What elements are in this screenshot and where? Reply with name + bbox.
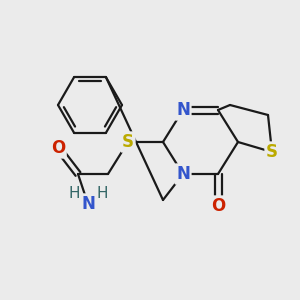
- Text: O: O: [51, 139, 65, 157]
- Text: S: S: [122, 133, 134, 151]
- Text: N: N: [81, 195, 95, 213]
- Text: H: H: [96, 187, 108, 202]
- Text: N: N: [176, 165, 190, 183]
- Text: S: S: [266, 143, 278, 161]
- Text: H: H: [68, 187, 80, 202]
- Text: N: N: [176, 101, 190, 119]
- Text: O: O: [211, 197, 225, 215]
